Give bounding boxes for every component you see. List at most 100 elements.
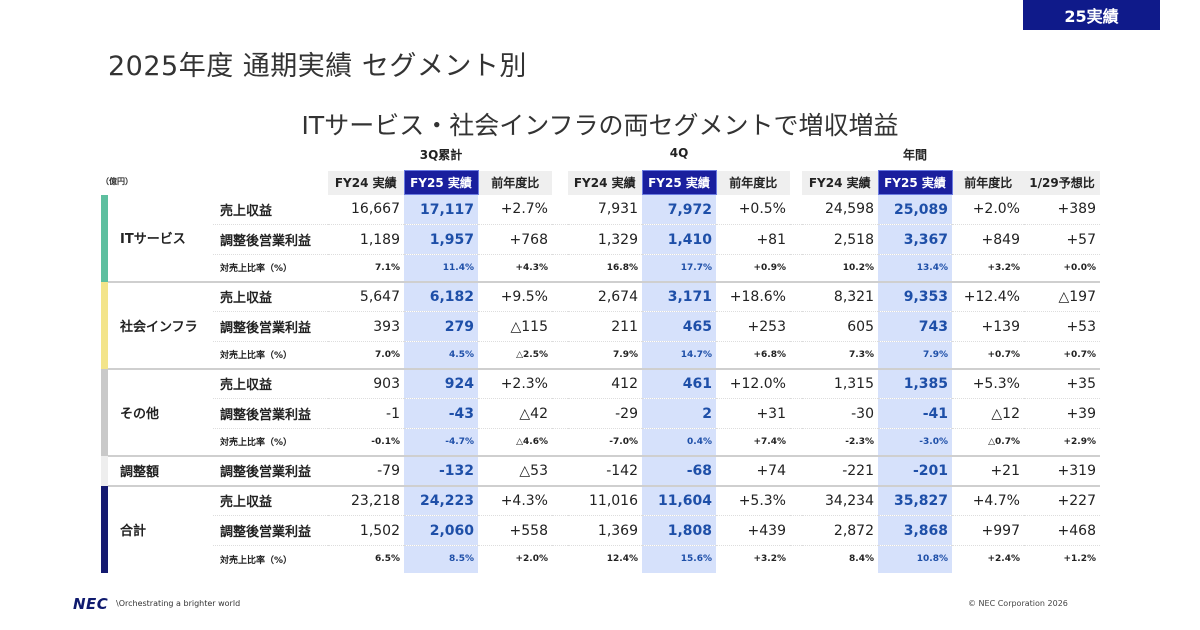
cell-4q-yoy: +5.3% — [716, 484, 790, 516]
cell-annual-fy24: 8,321 — [802, 280, 878, 312]
spacer — [790, 224, 802, 255]
spacer — [552, 515, 568, 546]
spacer — [790, 454, 802, 486]
cell-4q-yoy: +439 — [716, 515, 790, 546]
cell-4q-yoy: +6.8% — [716, 341, 790, 369]
cell-4q-yoy: +7.4% — [716, 428, 790, 456]
cell-vs-forecast: +0.0% — [1024, 254, 1100, 282]
table-row: その他 売上収益 903 924 +2.3% 412 461 +12.0% 1,315 1,385… — [101, 367, 1100, 456]
cell-4q-fy24: 2,674 — [568, 280, 642, 312]
cell-4q-fy24: 412 — [568, 367, 642, 399]
cell-3q-fy25: 24,223 — [404, 484, 478, 516]
cell-3q-fy25: 6,182 — [404, 280, 478, 312]
cell-4q-yoy: +74 — [716, 454, 790, 486]
spacer — [790, 254, 802, 282]
cell-4q-fy24: 16.8% — [568, 254, 642, 282]
cell-annual-fy25: 3,367 — [878, 224, 952, 255]
cell-vs-forecast: +227 — [1024, 484, 1100, 516]
spacer — [790, 341, 802, 369]
header-3q-fy24: FY24 実績 — [328, 170, 404, 195]
cell-annual-fy25: 35,827 — [878, 484, 952, 516]
cell-4q-fy24: 7,931 — [597, 201, 638, 218]
table-row: 調整後営業利益 1,189 1,957 +768 1,329 1,410 +81 2,518 3… — [101, 224, 1100, 255]
cell-4q-fy25: 465 — [642, 311, 716, 342]
cell-3q-fy25: 8.5% — [404, 545, 478, 573]
page-title: 2025年度 通期実績 セグメント別 — [108, 51, 527, 82]
header-annual-fy24: FY24 実績 — [802, 170, 878, 195]
spacer — [790, 428, 802, 456]
cell-annual-yoy: △12 — [952, 398, 1024, 429]
cell-3q-yoy: +4.3% — [478, 484, 552, 516]
header-annual-yoy: 前年度比 — [952, 170, 1024, 195]
cell-3q-fy24: 16,667 — [351, 201, 400, 218]
cell-3q-fy24: 7.0% — [328, 341, 404, 369]
segment-label: 社会インフラ — [108, 280, 213, 369]
status-badge: 25実績 — [1023, 0, 1160, 30]
spacer — [552, 341, 568, 369]
cell-vs-forecast: +319 — [1024, 454, 1100, 486]
row-label: 売上収益 — [213, 367, 328, 399]
cell-annual-fy24: 605 — [802, 311, 878, 342]
cell-4q-yoy: +253 — [716, 311, 790, 342]
cell-4q-fy24: 11,016 — [568, 484, 642, 516]
cell-annual-fy24: 2,518 — [802, 224, 878, 255]
cell-4q-fy25: 17.7% — [642, 254, 716, 282]
spacer — [552, 367, 568, 399]
cell-3q-fy24: 7.1% — [328, 254, 404, 282]
cell-vs-forecast: +0.7% — [1024, 341, 1100, 369]
table-row: 調整後営業利益 1,502 2,060 +558 1,369 1,808 +439 2,872… — [101, 515, 1100, 546]
cell-4q-yoy: +3.2% — [716, 545, 790, 573]
table-row: 社会インフラ 売上収益 5,647 6,182 +9.5% 2,674 3,171 +18.6… — [101, 280, 1100, 369]
spacer — [790, 280, 802, 312]
cell-annual-yoy: +3.2% — [952, 254, 1024, 282]
cell-vs-forecast: △197 — [1024, 280, 1100, 312]
header-3q-fy25: FY25 実績 — [403, 170, 479, 195]
cell-3q-fy24: 23,218 — [328, 484, 404, 516]
cell-3q-yoy: △53 — [478, 454, 552, 486]
cell-3q-fy25: 4.5% — [404, 341, 478, 369]
spacer — [552, 484, 568, 516]
tagline: \Orchestrating a brighter world — [116, 599, 241, 608]
page-subtitle: ITサービス・社会インフラの両セグメントで増収増益 — [301, 111, 899, 140]
cell-4q-yoy: +12.0% — [716, 367, 790, 399]
cell-vs-forecast: +468 — [1024, 515, 1100, 546]
cell-4q-fy25: 1,410 — [642, 224, 716, 255]
cell-4q-fy24: 12.4% — [568, 545, 642, 573]
row-label: 対売上比率（%） — [213, 428, 328, 456]
row-label: 対売上比率（%） — [213, 341, 328, 369]
cell-3q-fy24: -1 — [328, 398, 404, 429]
cell-4q-fy24: -142 — [568, 454, 642, 486]
cell-annual-yoy: +139 — [952, 311, 1024, 342]
cell-4q-yoy: +31 — [716, 398, 790, 429]
segment-color-bar — [101, 368, 108, 456]
spacer — [552, 428, 568, 456]
cell-3q-yoy: +9.5% — [478, 280, 552, 312]
row-label: 売上収益 — [213, 280, 328, 312]
cell-3q-fy25: -43 — [404, 398, 478, 429]
cell-4q-fy25: 0.4% — [642, 428, 716, 456]
cell-3q-yoy: △2.5% — [478, 341, 552, 369]
cell-4q-fy24: 7.9% — [568, 341, 642, 369]
cell-4q-fy24: -7.0% — [568, 428, 642, 456]
cell-annual-yoy: △0.7% — [952, 428, 1024, 456]
cell-4q-fy25: 3,171 — [642, 280, 716, 312]
cell-annual-fy25: -3.0% — [878, 428, 952, 456]
spacer — [552, 280, 568, 312]
row-label: 売上収益 — [220, 203, 273, 219]
cell-4q-fy25: 1,808 — [642, 515, 716, 546]
cell-annual-fy25: 743 — [878, 311, 952, 342]
spacer — [790, 484, 802, 516]
cell-vs-forecast: +57 — [1024, 224, 1100, 255]
cell-3q-fy24: 393 — [328, 311, 404, 342]
cell-3q-fy25: 279 — [404, 311, 478, 342]
spacer — [790, 545, 802, 573]
cell-4q-fy24: 211 — [568, 311, 642, 342]
cell-annual-yoy: +12.4% — [952, 280, 1024, 312]
cell-3q-fy24: 1,189 — [328, 224, 404, 255]
spacer — [790, 311, 802, 342]
row-label: 調整後営業利益 — [213, 398, 328, 429]
cell-3q-yoy: +2.0% — [478, 545, 552, 573]
cell-vs-forecast: +35 — [1024, 367, 1100, 399]
spacer — [790, 367, 802, 399]
header-annual-fy25: FY25 実績 — [877, 170, 953, 195]
